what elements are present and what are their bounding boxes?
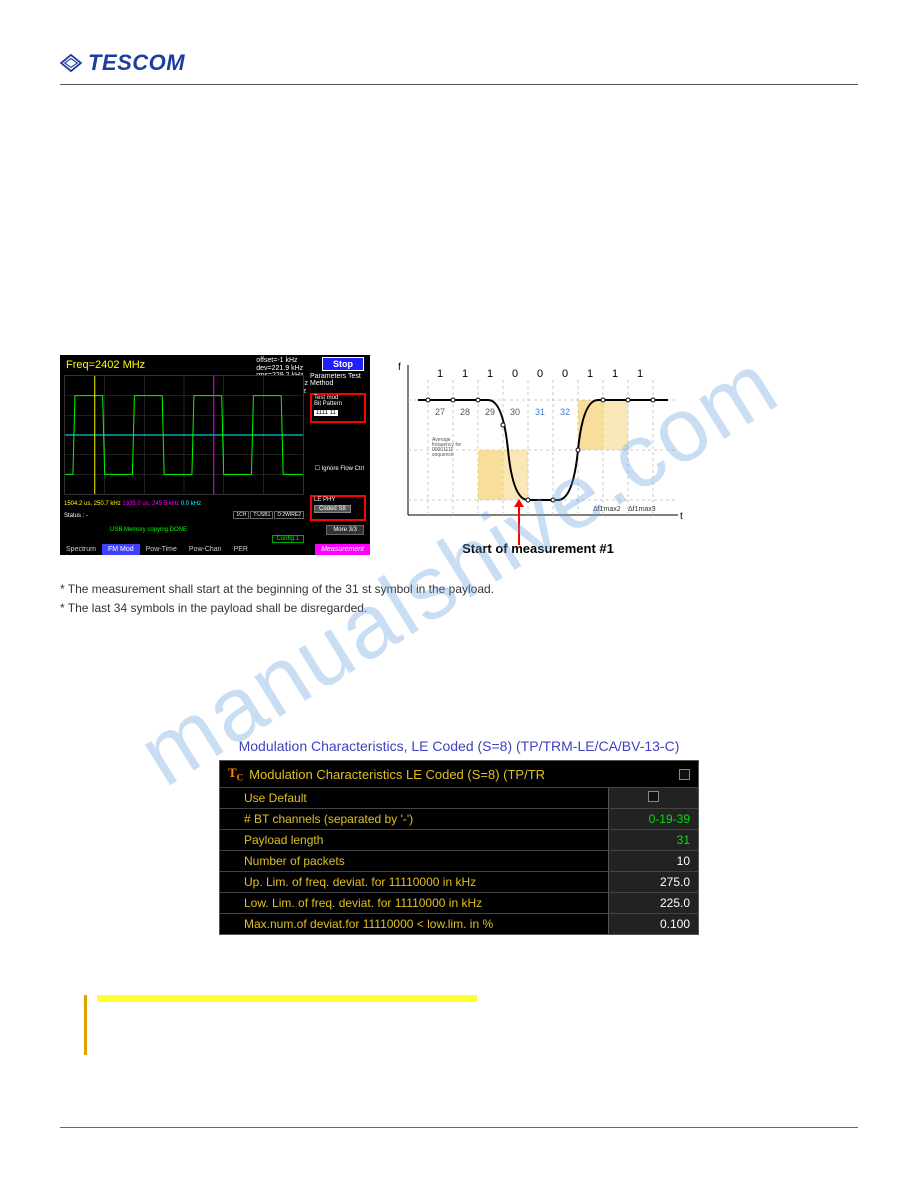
table-header-text: Modulation Characteristics LE Coded (S=8… — [249, 767, 545, 782]
svg-text:sequence: sequence — [432, 452, 454, 458]
x-axis-label: t — [680, 511, 683, 522]
marker3: 0.0 kHz — [181, 501, 201, 507]
svg-text:29: 29 — [485, 407, 495, 417]
brand-name: TESCOM — [88, 50, 185, 76]
ignore-flow-checkbox[interactable]: ☐ Ignore Flow Ctrl — [315, 465, 364, 472]
arrow-line — [518, 505, 520, 545]
row-label: Number of packets — [220, 851, 608, 871]
fm-waveform-plot — [64, 375, 304, 495]
svg-text:0: 0 — [537, 368, 543, 380]
usb-status: USB Memory copying DONE — [110, 527, 187, 533]
tab-spectrum[interactable]: Spectrum — [60, 544, 102, 555]
row-value: 10 — [608, 851, 698, 871]
freq-readout: Freq=2402 MHz — [66, 359, 145, 371]
yellow-highlight — [97, 995, 477, 1002]
config-button[interactable]: Config.1 — [272, 535, 304, 543]
svg-text:27: 27 — [435, 407, 445, 417]
row-value: 225.0 — [608, 893, 698, 913]
svg-text:32: 32 — [560, 407, 570, 417]
tab-per[interactable]: PER — [228, 544, 254, 555]
more-button[interactable]: More 3/3 — [326, 525, 364, 535]
status-line: Status : - — [64, 513, 88, 519]
tescom-logo-icon — [60, 54, 82, 72]
tab-measurement[interactable]: Measurement — [315, 544, 370, 555]
table-row: Max.num.of deviat.for 11110000 < low.lim… — [220, 913, 698, 934]
tab-powtime[interactable]: Pow-Time — [140, 544, 183, 555]
y-axis-label: f — [398, 362, 401, 373]
row-value[interactable] — [608, 788, 698, 808]
ch-2wire[interactable]: D:2WIRE2 — [274, 511, 304, 519]
table-row: Low. Lim. of freq. deviat. for 11110000 … — [220, 892, 698, 913]
svg-text:1: 1 — [462, 368, 468, 380]
analyzer-screenshot: Freq=2402 MHz offset=-1 kHz dev=221.9 kH… — [60, 355, 370, 555]
row-value: 0-19-39 — [608, 809, 698, 829]
test-method-box: Test mod Bit Pattern 1111 11 — [310, 393, 366, 423]
row-label: Low. Lim. of freq. deviat. for 11110000 … — [220, 893, 608, 913]
stat-offset: offset=-1 kHz — [256, 357, 308, 365]
row-value: 0.100 — [608, 914, 698, 934]
modulation-title: Modulation Characteristics, LE Coded (S=… — [60, 738, 858, 754]
svg-text:28: 28 — [460, 407, 470, 417]
ch-usb[interactable]: T:USB1 — [250, 511, 273, 519]
svg-text:1: 1 — [487, 368, 493, 380]
svg-text:1: 1 — [612, 368, 618, 380]
le-phy-label: LE PHY — [312, 497, 364, 503]
timing-diagram: f t — [388, 355, 688, 556]
le-phy-box: LE PHY Coded S8 — [310, 495, 366, 521]
tab-fmmod[interactable]: FM Mod — [102, 544, 140, 555]
svg-text:1: 1 — [637, 368, 643, 380]
svg-text:Δf1max3: Δf1max3 — [628, 506, 656, 513]
row-label: Max.num.of deviat.for 11110000 < low.lim… — [220, 914, 608, 934]
stop-button[interactable]: Stop — [322, 357, 364, 371]
bit-pattern-label: Bit Pattern — [312, 401, 364, 407]
note-2: * The last 34 symbols in the payload sha… — [60, 599, 858, 618]
svg-text:Δf1max2: Δf1max2 — [593, 506, 621, 513]
svg-text:1: 1 — [587, 368, 593, 380]
table-row: Payload length31 — [220, 829, 698, 850]
header-checkbox[interactable] — [679, 769, 690, 780]
table-row: Number of packets10 — [220, 850, 698, 871]
table-row: # BT channels (separated by '-')0-19-39 — [220, 808, 698, 829]
modulation-table: TC Modulation Characteristics LE Coded (… — [219, 760, 699, 935]
diagram-caption: Start of measurement #1 — [388, 541, 688, 556]
svg-text:30: 30 — [510, 407, 520, 417]
le-phy-value[interactable]: Coded S8 — [314, 505, 351, 513]
footer-rule — [60, 1127, 858, 1128]
svg-text:1: 1 — [437, 368, 443, 380]
svg-text:0: 0 — [562, 368, 568, 380]
ch-1ch[interactable]: 1CH — [233, 511, 249, 519]
tab-powchan[interactable]: Pow-Chan — [183, 544, 228, 555]
table-header: TC Modulation Characteristics LE Coded (… — [220, 761, 698, 787]
row-value: 31 — [608, 830, 698, 850]
row-label: Payload length — [220, 830, 608, 850]
bit-pattern-value[interactable]: 1111 11 — [314, 410, 338, 416]
highlight-bar — [84, 995, 858, 1055]
table-row: Use Default — [220, 787, 698, 808]
channel-buttons: 1CH T:USB1 D:2WIRE2 — [233, 511, 304, 519]
measurement-notes: * The measurement shall start at the beg… — [60, 580, 858, 618]
marker-readout: 1504.2 us, 250.7 kHz 1335.0 us, 245.5 kH… — [64, 501, 201, 507]
parameters-label: Parameters Test Method — [310, 373, 364, 387]
marker2: 1335.0 us, 245.5 kHz — [122, 501, 179, 507]
stat-dev: dev=221.9 kHz — [256, 365, 308, 373]
page-header: TESCOM — [60, 50, 858, 85]
tc-icon: TC — [228, 765, 243, 783]
tab-bar: Spectrum FM Mod Pow-Time Pow-Chan PER Me… — [60, 544, 370, 555]
note-1: * The measurement shall start at the beg… — [60, 580, 858, 599]
marker1: 1504.2 us, 250.7 kHz — [64, 501, 121, 507]
svg-text:31: 31 — [535, 407, 545, 417]
row-label: # BT channels (separated by '-') — [220, 809, 608, 829]
svg-text:0: 0 — [512, 368, 518, 380]
row-label: Use Default — [220, 788, 608, 808]
row-label: Up. Lim. of freq. deviat. for 11110000 i… — [220, 872, 608, 892]
table-row: Up. Lim. of freq. deviat. for 11110000 i… — [220, 871, 698, 892]
row-value: 275.0 — [608, 872, 698, 892]
